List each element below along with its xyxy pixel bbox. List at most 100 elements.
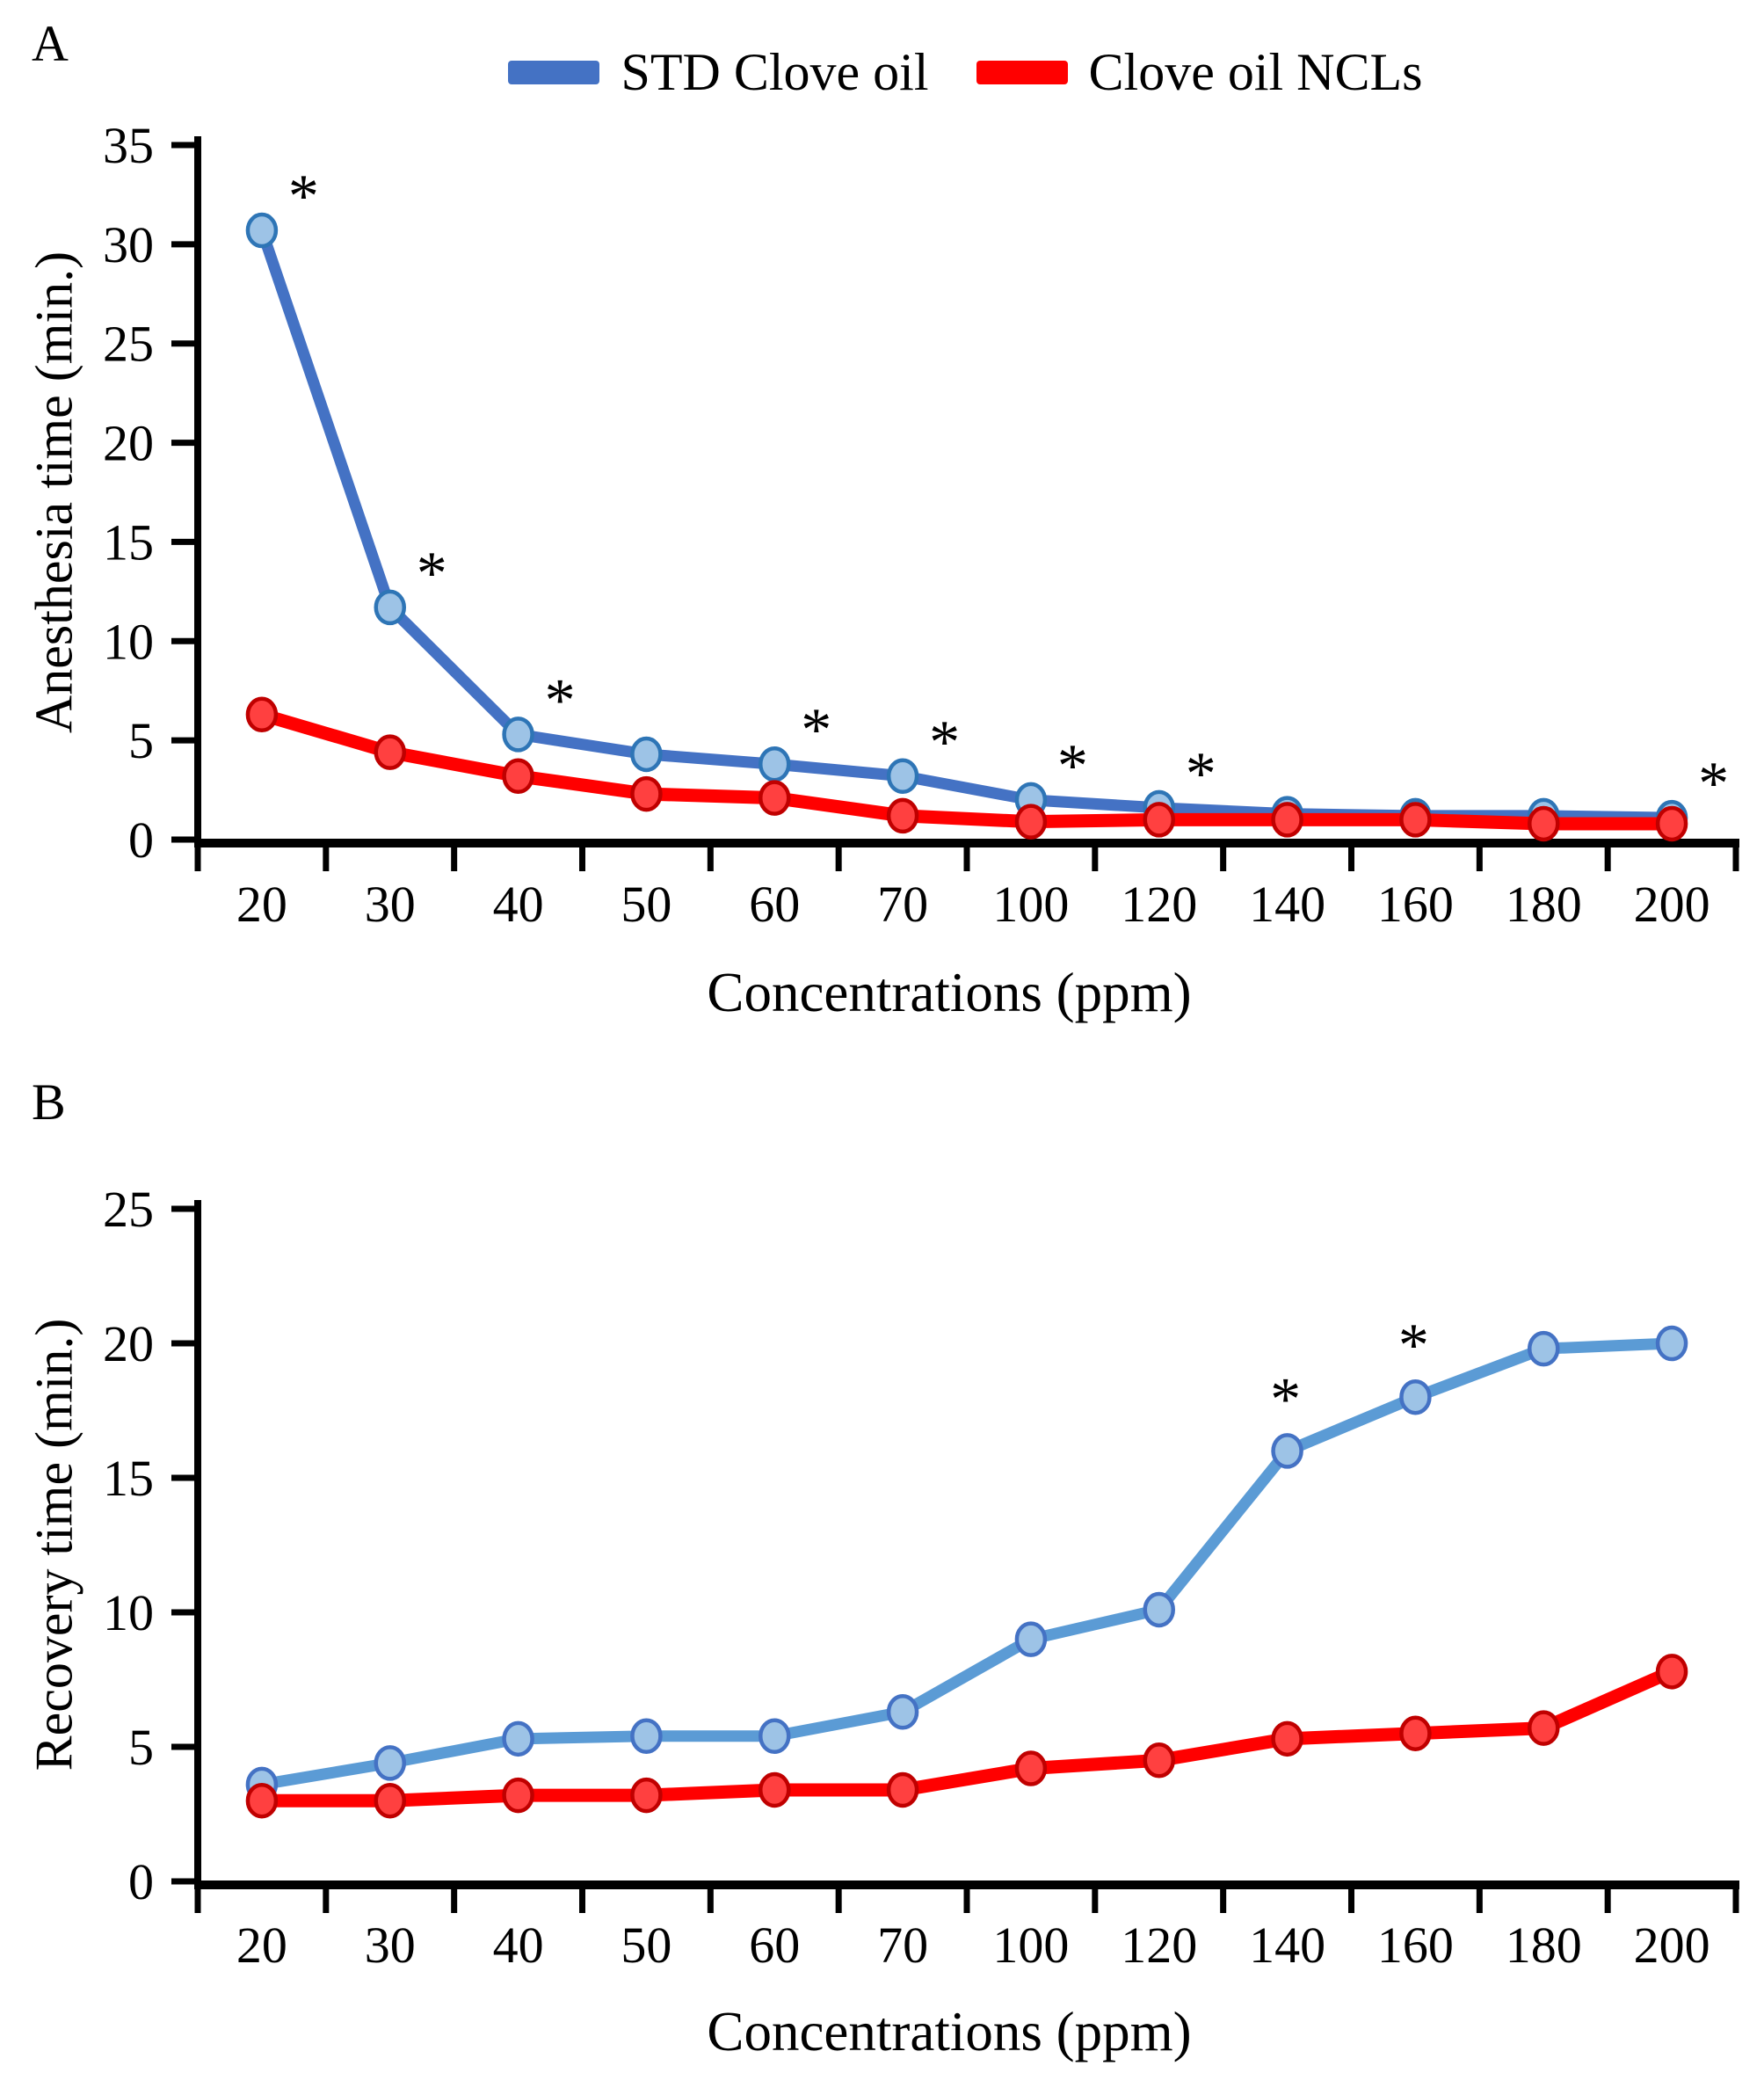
significance-asterisk: * [288, 163, 319, 230]
series-line-std-clove-oil [256, 1337, 1678, 1791]
significance-asterisk: * [1270, 1365, 1301, 1433]
data-point-std-clove-oil [502, 1720, 534, 1757]
data-point-std-clove-oil [1143, 1591, 1175, 1628]
significance-asterisk: * [545, 666, 576, 734]
series-line-clove-oil-ncls [255, 1664, 1679, 1808]
legend-swatch-red-icon [976, 61, 1068, 84]
y-tick-label: 15 [103, 513, 154, 571]
legend-label-std-clove-oil: STD Clove oil [621, 43, 929, 101]
panel-a-label: A [32, 15, 69, 72]
panel-b-label: B [32, 1073, 66, 1131]
data-point-std-clove-oil [374, 589, 406, 626]
significance-asterisk: * [1698, 750, 1729, 818]
data-point-clove-oil-ncls [1143, 802, 1175, 838]
x-tick-label: 30 [365, 876, 416, 933]
significance-asterisk: * [1186, 740, 1216, 808]
data-point-clove-oil-ncls [1528, 1710, 1560, 1746]
significance-asterisk: * [929, 709, 960, 776]
x-tick-label: 160 [1377, 1917, 1454, 1974]
data-point-clove-oil-ncls [502, 1777, 534, 1814]
data-point-std-clove-oil [1399, 1378, 1432, 1415]
x-tick-label: 200 [1634, 876, 1710, 933]
y-tick-label: 0 [128, 811, 154, 869]
chart-legend: STD Clove oil Clove oil NCLs [83, 42, 1764, 103]
data-point-clove-oil-ncls [759, 780, 791, 816]
data-point-std-clove-oil [886, 1693, 919, 1730]
y-tick-label: 20 [103, 1315, 154, 1372]
data-point-std-clove-oil [1271, 1433, 1303, 1469]
data-point-clove-oil-ncls [1014, 804, 1048, 840]
data-point-clove-oil-ncls [886, 797, 919, 834]
legend-swatch-blue-icon [508, 61, 600, 84]
series-line-std-clove-oil [256, 224, 1678, 824]
legend-label-clove-oil-ncls: Clove oil NCLs [1088, 43, 1423, 101]
data-point-std-clove-oil [1528, 1330, 1560, 1367]
data-point-clove-oil-ncls [1655, 805, 1688, 842]
y-tick-label: 10 [103, 613, 154, 670]
data-point-std-clove-oil [502, 717, 534, 753]
x-tick-label: 140 [1249, 1917, 1325, 1974]
x-tick-label: 20 [236, 1917, 287, 1974]
y-tick-label: 30 [103, 216, 154, 273]
x-tick-label: 120 [1121, 876, 1197, 933]
data-point-std-clove-oil [630, 736, 663, 773]
data-point-clove-oil-ncls [1014, 1750, 1048, 1786]
chart-b-line-plot: 0 5 10 15 20 25 20 30 40 50 60 70 100 120 140 160 180 200… [103, 1181, 1739, 2062]
x-tick-label: 50 [621, 1917, 671, 1974]
series-line-clove-oil-ncls [255, 708, 1679, 831]
data-point-clove-oil-ncls [245, 696, 279, 733]
y-tick-label: 20 [103, 415, 154, 472]
x-tick-label: 100 [992, 876, 1069, 933]
significance-asterisk: * [417, 540, 447, 607]
legend-item-std-clove-oil: STD Clove oil [508, 42, 929, 103]
x-tick-label: 50 [621, 876, 671, 933]
y-tick-label: 15 [103, 1450, 154, 1507]
significance-asterisk: * [801, 696, 831, 764]
data-point-clove-oil-ncls [1399, 802, 1432, 838]
y-tick-label: 5 [128, 1719, 154, 1776]
legend-item-clove-oil-ncls: Clove oil NCLs [976, 42, 1423, 103]
x-tick-label: 40 [493, 876, 544, 933]
data-point-clove-oil-ncls [374, 734, 406, 770]
x-tick-label: 180 [1506, 876, 1582, 933]
x-axis-title: Concentrations (ppm) [707, 2001, 1191, 2062]
data-point-std-clove-oil [374, 1745, 406, 1781]
data-point-clove-oil-ncls [1655, 1654, 1688, 1690]
data-point-clove-oil-ncls [1399, 1715, 1432, 1751]
data-point-clove-oil-ncls [1271, 1720, 1303, 1757]
data-point-clove-oil-ncls [502, 758, 534, 795]
significance-asterisk: * [1398, 1312, 1429, 1379]
x-tick-label: 20 [236, 876, 287, 933]
data-point-std-clove-oil [886, 758, 919, 795]
data-point-std-clove-oil [759, 746, 791, 782]
chart-a-line-plot: 0 5 10 15 20 25 30 35 20 30 40 50 60 70 100 120 140 160 18… [103, 117, 1739, 1023]
x-tick-label: 60 [749, 876, 800, 933]
x-tick-label: 140 [1249, 876, 1325, 933]
y-tick-label: 5 [128, 712, 154, 769]
significance-asterisk: * [1057, 732, 1088, 800]
y-tick-label: 25 [103, 316, 154, 373]
data-point-clove-oil-ncls [1143, 1742, 1175, 1779]
data-point-std-clove-oil [245, 212, 279, 249]
data-point-clove-oil-ncls [1271, 802, 1303, 838]
data-point-clove-oil-ncls [630, 1777, 663, 1814]
data-point-std-clove-oil [1014, 1621, 1048, 1657]
data-point-std-clove-oil [1655, 1325, 1688, 1362]
x-tick-label: 160 [1377, 876, 1454, 933]
x-tick-label: 60 [749, 1917, 800, 1974]
data-point-std-clove-oil [759, 1718, 791, 1755]
x-tick-label: 100 [992, 1917, 1069, 1974]
y-tick-label: 35 [103, 117, 154, 174]
y-tick-label: 10 [103, 1584, 154, 1641]
y-tick-label: 25 [103, 1181, 154, 1238]
x-tick-label: 200 [1634, 1917, 1710, 1974]
x-tick-label: 40 [493, 1917, 544, 1974]
x-axis-title: Concentrations (ppm) [707, 962, 1191, 1023]
x-tick-label: 120 [1121, 1917, 1197, 1974]
data-point-clove-oil-ncls [245, 1782, 279, 1819]
data-point-std-clove-oil [630, 1718, 663, 1755]
y-tick-label: 0 [128, 1853, 154, 1910]
data-point-clove-oil-ncls [1528, 805, 1560, 842]
data-point-clove-oil-ncls [374, 1782, 406, 1819]
